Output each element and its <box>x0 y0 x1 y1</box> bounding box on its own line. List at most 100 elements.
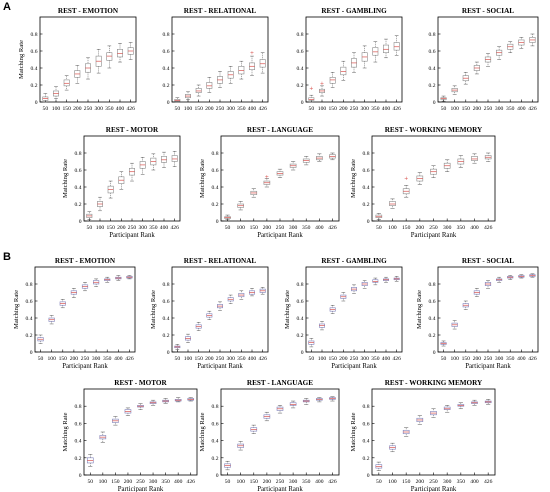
y-tick-label: 0 <box>79 473 82 479</box>
x-tick-label: 400 <box>315 479 324 485</box>
y-tick-label: 0.2 <box>163 83 170 89</box>
y-tick-label: 0.4 <box>363 439 370 445</box>
x-tick-label: 426 <box>258 106 267 112</box>
x-tick-label: 400 <box>248 106 257 112</box>
y-tick-label: 0.4 <box>297 66 304 72</box>
box-150 <box>112 416 119 426</box>
box-150 <box>195 322 202 331</box>
box-250 <box>484 53 492 67</box>
outlier-marker: + <box>265 174 269 180</box>
box-400 <box>471 153 478 164</box>
x-tick-label: 426 <box>528 106 537 112</box>
x-tick-label: 426 <box>328 479 337 485</box>
y-tick-label: 0.6 <box>163 49 170 55</box>
y-axis-label: Matching Rate <box>284 290 291 329</box>
plot-frame <box>220 135 340 222</box>
box-250 <box>276 168 284 178</box>
y-tick-label: 0.6 <box>212 168 219 174</box>
x-tick-label: 250 <box>276 479 285 485</box>
box-300 <box>95 49 102 74</box>
box-350 <box>457 155 465 168</box>
box-iqr <box>372 279 379 283</box>
box-150 <box>63 75 70 91</box>
plot-frame <box>83 135 181 222</box>
x-tick-label: 300 <box>360 106 369 112</box>
y-tick-label: 0.4 <box>163 316 170 322</box>
x-tick-label: 250 <box>136 479 145 485</box>
chart-9: REST - RELATIONAL 0 0.2 0.4 0.6 0.8 Matching R… <box>150 257 269 370</box>
y-tick-label: 0.8 <box>429 282 436 288</box>
x-tick-label: 250 <box>484 356 493 362</box>
y-tick-label: 0.6 <box>429 49 436 55</box>
box-50 <box>224 460 231 471</box>
chart-title: REST - EMOTION <box>58 7 119 15</box>
x-tick-label: 300 <box>289 479 298 485</box>
x-tick-label: 200 <box>124 479 133 485</box>
box-100 <box>451 85 458 95</box>
y-tick-label: 0.6 <box>297 49 304 55</box>
box-100 <box>99 431 107 443</box>
y-tick-label: 0.6 <box>212 421 219 427</box>
box-400 <box>383 276 389 283</box>
x-axis-label: Participant Rank <box>465 363 511 370</box>
box-50 <box>308 338 315 348</box>
box-400 <box>174 397 182 403</box>
x-tick-label: 426 <box>187 479 196 485</box>
box-426 <box>484 152 492 162</box>
y-tick-label: 0.6 <box>363 168 370 174</box>
y-tick-label: 0.8 <box>429 32 436 38</box>
chart-4: REST - SOCIAL 0 0.2 0.4 0.6 0.8 50 100 150 200 250… <box>429 7 539 112</box>
x-tick-label: 200 <box>263 225 272 231</box>
box-426 <box>393 35 400 56</box>
box-400 <box>115 275 122 281</box>
y-tick-label: 0.2 <box>363 456 370 462</box>
box-iqr <box>383 44 389 53</box>
y-tick-label: 0.6 <box>429 299 436 305</box>
x-tick-label: 50 <box>441 106 447 112</box>
x-tick-label: 50 <box>87 479 93 485</box>
x-tick-label: 350 <box>506 356 515 362</box>
x-tick-label: 350 <box>105 106 114 112</box>
x-tick-label: 200 <box>70 356 79 362</box>
box-100 <box>451 320 458 330</box>
x-tick-label: 350 <box>161 479 170 485</box>
box-200 <box>206 310 213 320</box>
x-tick-label: 100 <box>318 106 327 112</box>
outlier-marker: + <box>250 50 254 56</box>
y-tick-label: 0.4 <box>75 185 82 191</box>
x-tick-label: 426 <box>484 479 493 485</box>
chart-3: REST - GAMBLING 0 0.2 0.4 0.6 0.8 50 100 150 200 2… <box>297 7 403 112</box>
x-tick-label: 400 <box>470 225 479 231</box>
box-200 <box>340 60 347 81</box>
chart-title: REST - EMOTION <box>55 257 116 265</box>
y-tick-label: 0.2 <box>75 456 82 462</box>
box-iqr <box>389 201 396 206</box>
box-iqr <box>63 79 70 87</box>
x-tick-label: 400 <box>517 106 526 112</box>
box-iqr <box>195 88 202 93</box>
x-tick-label: 400 <box>315 225 324 231</box>
chart-8: REST - EMOTION 0 0.2 0.4 0.6 0.8 Matching Rate… <box>13 257 136 370</box>
box-50 <box>308 94 315 103</box>
x-tick-label: 200 <box>416 479 425 485</box>
y-tick-label: 0 <box>216 473 219 479</box>
chart-13: REST - LANGUAGE 0 0.2 0.4 0.6 0.8 Matching Rat… <box>199 379 340 492</box>
box-150 <box>107 180 114 199</box>
box-200 <box>340 292 347 302</box>
y-tick-label: 0 <box>35 100 38 106</box>
box-iqr <box>443 406 451 410</box>
x-tick-label: 150 <box>194 356 203 362</box>
x-tick-label: 50 <box>309 106 315 112</box>
box-100 <box>185 333 191 343</box>
x-tick-label: 350 <box>237 356 246 362</box>
chart-2: REST - RELATIONAL 0 0.2 0.4 0.6 0.8 50 100 150 20… <box>163 7 269 112</box>
box-300 <box>93 278 100 287</box>
x-tick-label: 350 <box>371 106 380 112</box>
box-250 <box>484 280 492 289</box>
chart-6: REST - LANGUAGE 0 0.2 0.4 0.6 0.8 Matching Rat… <box>199 126 340 239</box>
box-300 <box>227 66 234 84</box>
x-tick-label: 250 <box>350 106 359 112</box>
chart-title: REST - WORKING MEMORY <box>385 126 483 134</box>
box-100 <box>319 321 325 331</box>
box-100 <box>48 315 55 325</box>
